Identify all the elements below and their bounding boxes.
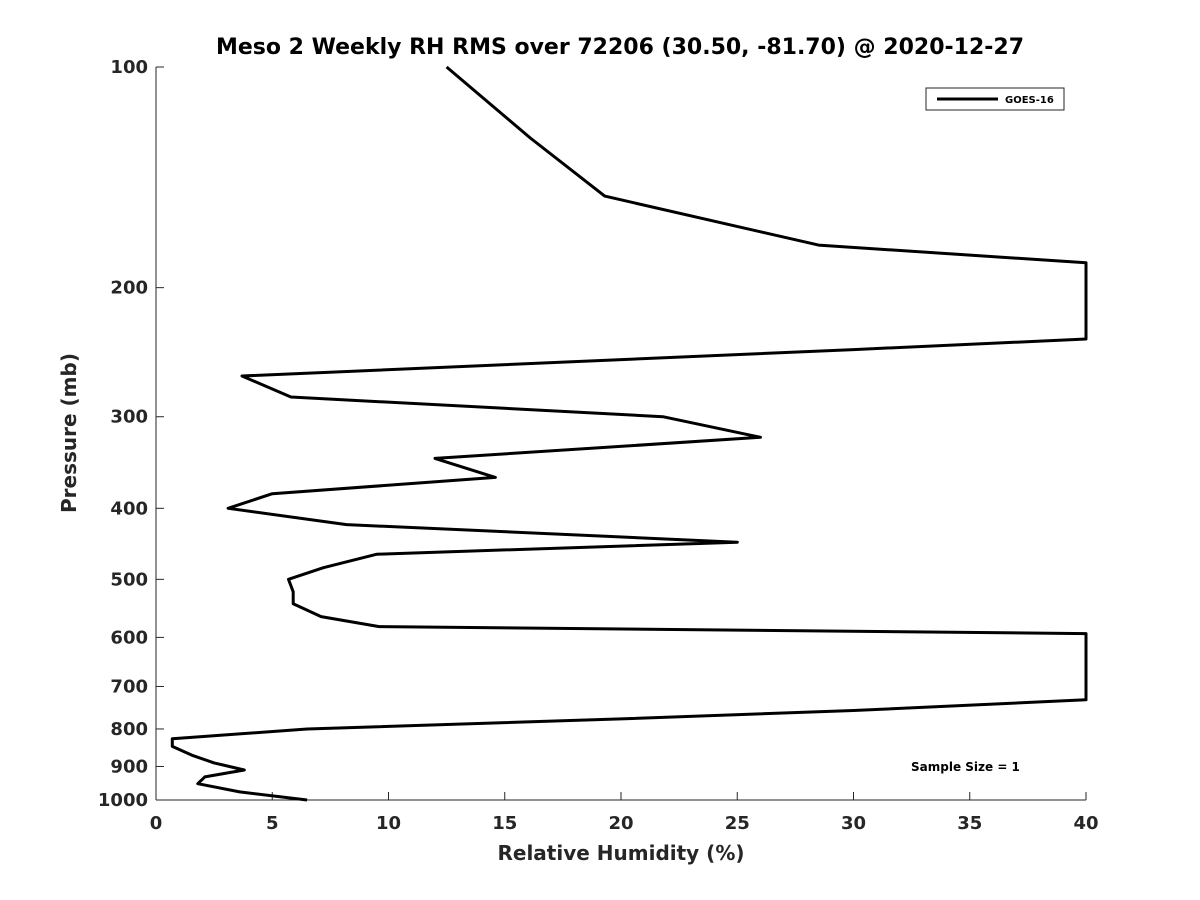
y-tick-label: 300 [110, 407, 148, 428]
x-axis-label: Relative Humidity (%) [497, 841, 744, 865]
chart-title: Meso 2 Weekly RH RMS over 72206 (30.50, … [216, 35, 1024, 60]
legend-label-goes-16: GOES-16 [1005, 95, 1054, 106]
y-ticks: 100 200 300 400 500 600 700 800 900 1000 [98, 57, 164, 811]
x-tick-label: 0 [150, 813, 163, 834]
legend: GOES-16 [925, 87, 1065, 111]
y-tick-label: 800 [110, 719, 148, 740]
x-tick-label: 40 [1073, 813, 1098, 834]
y-tick-label: 900 [110, 756, 148, 777]
x-tick-label: 30 [841, 813, 866, 834]
sample-size-annotation: Sample Size = 1 [911, 760, 1020, 774]
y-tick-label: 600 [110, 627, 148, 648]
y-tick-label: 400 [110, 498, 148, 519]
y-tick-label: 700 [110, 676, 148, 697]
x-tick-label: 20 [608, 813, 633, 834]
x-tick-label: 10 [376, 813, 401, 834]
y-axis-label: Pressure (mb) [57, 353, 81, 513]
x-tick-label: 15 [492, 813, 517, 834]
x-tick-label: 35 [957, 813, 982, 834]
series-line-goes-16 [170, 65, 1088, 802]
x-tick-label: 5 [266, 813, 279, 834]
series-layer [170, 65, 1088, 802]
y-tick-label: 500 [110, 569, 148, 590]
y-tick-label: 100 [110, 57, 148, 78]
y-tick-label: 1000 [98, 790, 148, 811]
y-tick-label: 200 [110, 278, 148, 299]
x-tick-label: 25 [725, 813, 750, 834]
axes [155, 67, 1086, 801]
x-ticks: 0 5 10 15 20 25 30 35 40 [150, 792, 1099, 834]
